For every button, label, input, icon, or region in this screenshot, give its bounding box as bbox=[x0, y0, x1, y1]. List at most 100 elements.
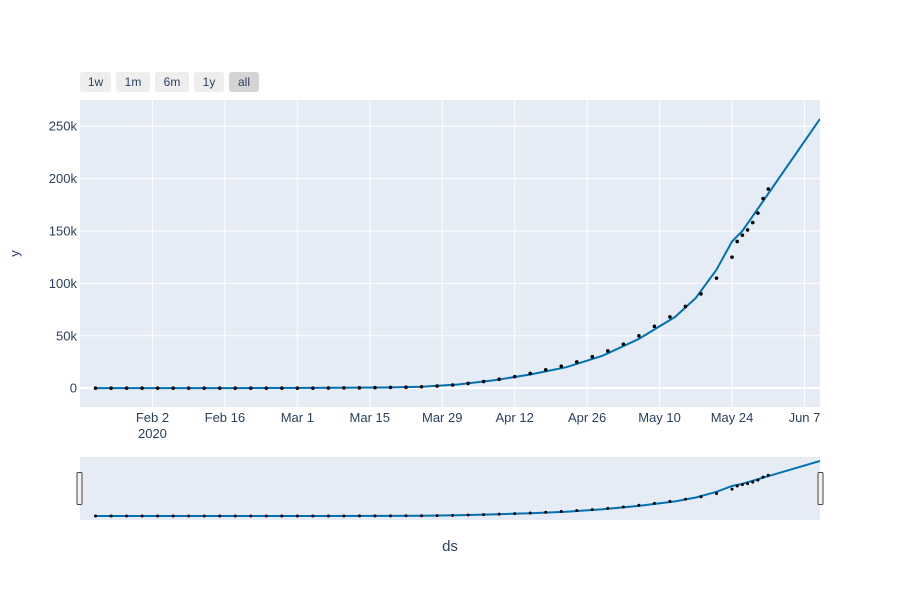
actual-point bbox=[528, 371, 533, 376]
actual-point bbox=[155, 386, 160, 390]
x-gridlines bbox=[151, 100, 805, 407]
slider-point bbox=[766, 473, 770, 477]
x-axis-title: ds bbox=[442, 538, 458, 555]
y-tick-label: 50k bbox=[56, 328, 77, 343]
range-button-1y[interactable]: 1y bbox=[194, 72, 224, 92]
x-tick-label: Apr 12 bbox=[496, 410, 534, 425]
x-tick-sublabel: 2020 bbox=[138, 426, 167, 441]
actual-point bbox=[280, 386, 284, 390]
slider-point bbox=[326, 514, 330, 518]
forecast-series-line bbox=[95, 118, 820, 390]
x-tick-label: Apr 26 bbox=[568, 410, 606, 425]
actual-point bbox=[714, 276, 719, 280]
slider-point bbox=[109, 514, 113, 518]
slider-point bbox=[94, 514, 98, 518]
slider-point bbox=[233, 514, 237, 518]
slider-point bbox=[668, 499, 672, 503]
range-slider-points bbox=[94, 473, 770, 518]
actual-point bbox=[543, 368, 548, 372]
range-button-6m[interactable]: 6m bbox=[155, 72, 189, 92]
actual-point bbox=[186, 386, 191, 390]
actual-point bbox=[559, 364, 564, 368]
x-tick-label: May 24 bbox=[711, 410, 754, 425]
actual-point bbox=[740, 233, 745, 237]
actual-point bbox=[668, 315, 672, 319]
actual-point bbox=[124, 386, 129, 390]
range-button-1w[interactable]: 1w bbox=[80, 72, 111, 92]
actual-point bbox=[140, 386, 144, 390]
y-tick-label: 100k bbox=[49, 276, 78, 291]
actual-point bbox=[756, 211, 760, 215]
actual-point bbox=[621, 342, 626, 346]
slider-point bbox=[218, 514, 222, 518]
actual-point bbox=[357, 386, 362, 390]
actual-point bbox=[233, 386, 238, 390]
actual-point bbox=[311, 386, 315, 390]
actual-point bbox=[730, 255, 734, 259]
actual-point bbox=[388, 385, 393, 390]
y-tick-label: 200k bbox=[49, 171, 78, 186]
actual-point bbox=[171, 386, 175, 390]
actual-point bbox=[264, 386, 269, 390]
range-button-all[interactable]: all bbox=[229, 72, 259, 92]
actual-point bbox=[637, 333, 641, 338]
slider-point bbox=[435, 514, 439, 518]
actual-point bbox=[295, 386, 300, 390]
range-slider[interactable] bbox=[80, 457, 820, 520]
slider-point bbox=[171, 514, 175, 518]
x-tick-label: Feb 16 bbox=[205, 410, 245, 425]
actual-point bbox=[590, 354, 595, 359]
slider-point bbox=[746, 482, 750, 486]
range-slider-left-handle[interactable] bbox=[76, 472, 83, 505]
slider-point bbox=[342, 514, 346, 518]
slider-point bbox=[466, 513, 470, 517]
slider-point bbox=[513, 512, 517, 516]
slider-point bbox=[451, 513, 455, 517]
actual-point bbox=[683, 304, 688, 309]
slider-point bbox=[357, 514, 361, 518]
slider-point bbox=[311, 514, 315, 518]
slider-point bbox=[699, 495, 703, 499]
slider-point bbox=[544, 510, 548, 514]
actual-point bbox=[373, 385, 377, 390]
slider-point bbox=[683, 497, 687, 501]
range-slider-right-handle[interactable] bbox=[817, 472, 824, 505]
actual-point bbox=[202, 386, 206, 390]
slider-point bbox=[420, 514, 424, 518]
actual-point bbox=[699, 292, 703, 296]
slider-point bbox=[652, 501, 656, 505]
x-tick-label: Mar 1 bbox=[281, 410, 314, 425]
actual-point bbox=[326, 386, 331, 390]
slider-point bbox=[264, 514, 268, 518]
slider-point bbox=[125, 514, 129, 518]
slider-point bbox=[559, 509, 563, 513]
actual-point bbox=[497, 377, 501, 382]
slider-point bbox=[140, 514, 144, 518]
actual-point bbox=[735, 239, 740, 244]
actual-point bbox=[745, 228, 750, 232]
slider-point bbox=[730, 487, 734, 491]
x-tick-label: Mar 29 bbox=[422, 410, 462, 425]
actual-points bbox=[93, 187, 771, 390]
plot-area[interactable] bbox=[80, 100, 820, 407]
x-tick-label: Feb 2 bbox=[136, 410, 169, 425]
x-tick-label: May 10 bbox=[638, 410, 681, 425]
slider-point bbox=[156, 514, 160, 518]
y-tick-label: 0 bbox=[70, 381, 77, 396]
slider-point bbox=[621, 505, 625, 509]
slider-point bbox=[373, 514, 377, 518]
actual-point bbox=[481, 379, 486, 384]
range-button-1m[interactable]: 1m bbox=[116, 72, 150, 92]
slider-point bbox=[295, 514, 299, 518]
slider-point bbox=[280, 514, 284, 518]
actual-point bbox=[217, 386, 222, 390]
x-tick-label: Jun 7 bbox=[789, 410, 821, 425]
slider-point bbox=[404, 514, 408, 518]
slider-point bbox=[528, 511, 532, 515]
forecast-line bbox=[95, 118, 820, 390]
slider-point bbox=[715, 491, 719, 495]
actual-point bbox=[512, 374, 517, 379]
actual-point bbox=[109, 386, 113, 390]
slider-point bbox=[756, 478, 760, 482]
